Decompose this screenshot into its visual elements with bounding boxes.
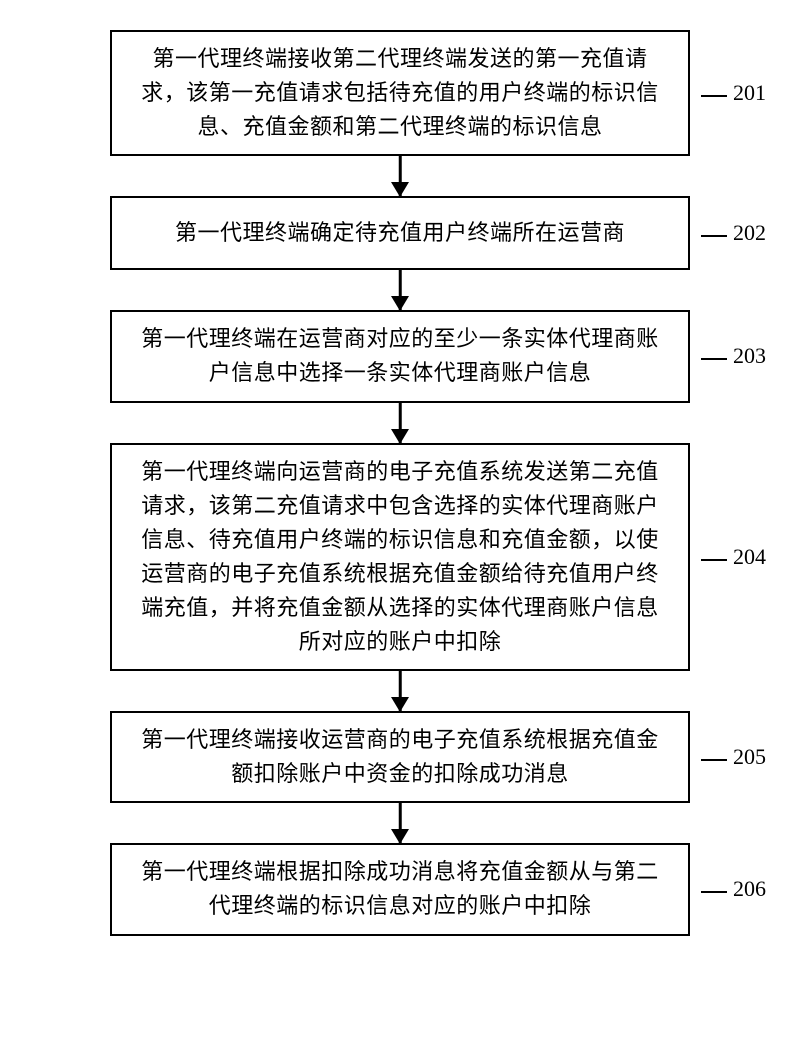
flow-step-203: 第一代理终端在运营商对应的至少一条实体代理商账户信息中选择一条实体代理商账户信息… <box>110 310 690 402</box>
chevron-down-icon <box>391 829 409 844</box>
step-number: 205 <box>733 744 766 770</box>
flow-step-202: 第一代理终端确定待充值用户终端所在运营商 202 <box>110 196 690 270</box>
flowchart-figure: 第一代理终端接收第二代理终端发送的第一充值请求，该第一充值请求包括待充值的用户终… <box>0 0 800 1049</box>
chevron-down-icon <box>391 296 409 311</box>
step-label: 205 <box>701 744 766 770</box>
flow-connector <box>110 270 690 310</box>
step-label: 206 <box>701 876 766 902</box>
flow-step-205: 第一代理终端接收运营商的电子充值系统根据充值金额扣除账户中资金的扣除成功消息 2… <box>110 711 690 803</box>
step-number: 201 <box>733 80 766 106</box>
flow-connector <box>110 403 690 443</box>
flow-step-206: 第一代理终端根据扣除成功消息将充值金额从与第二代理终端的标识信息对应的账户中扣除… <box>110 843 690 935</box>
chevron-down-icon <box>391 429 409 444</box>
step-number: 206 <box>733 876 766 902</box>
chevron-down-icon <box>391 182 409 197</box>
flow-step-201: 第一代理终端接收第二代理终端发送的第一充值请求，该第一充值请求包括待充值的用户终… <box>110 30 690 156</box>
step-label: 204 <box>701 544 766 570</box>
flow-step-text: 第一代理终端根据扣除成功消息将充值金额从与第二代理终端的标识信息对应的账户中扣除 <box>140 855 660 923</box>
step-label: 202 <box>701 220 766 246</box>
flow-step-text: 第一代理终端在运营商对应的至少一条实体代理商账户信息中选择一条实体代理商账户信息 <box>140 322 660 390</box>
flow-step-text: 第一代理终端接收第二代理终端发送的第一充值请求，该第一充值请求包括待充值的用户终… <box>140 42 660 144</box>
step-label: 201 <box>701 80 766 106</box>
flow-step-204: 第一代理终端向运营商的电子充值系统发送第二充值请求，该第二充值请求中包含选择的实… <box>110 443 690 672</box>
flow-connector <box>110 671 690 711</box>
step-label: 203 <box>701 343 766 369</box>
flow-connector <box>110 803 690 843</box>
step-number: 203 <box>733 343 766 369</box>
step-number: 202 <box>733 220 766 246</box>
step-number: 204 <box>733 544 766 570</box>
flow-step-text: 第一代理终端确定待充值用户终端所在运营商 <box>175 216 625 250</box>
flow-connector <box>110 156 690 196</box>
chevron-down-icon <box>391 697 409 712</box>
flow-step-text: 第一代理终端向运营商的电子充值系统发送第二充值请求，该第二充值请求中包含选择的实… <box>140 455 660 660</box>
flow-step-text: 第一代理终端接收运营商的电子充值系统根据充值金额扣除账户中资金的扣除成功消息 <box>140 723 660 791</box>
